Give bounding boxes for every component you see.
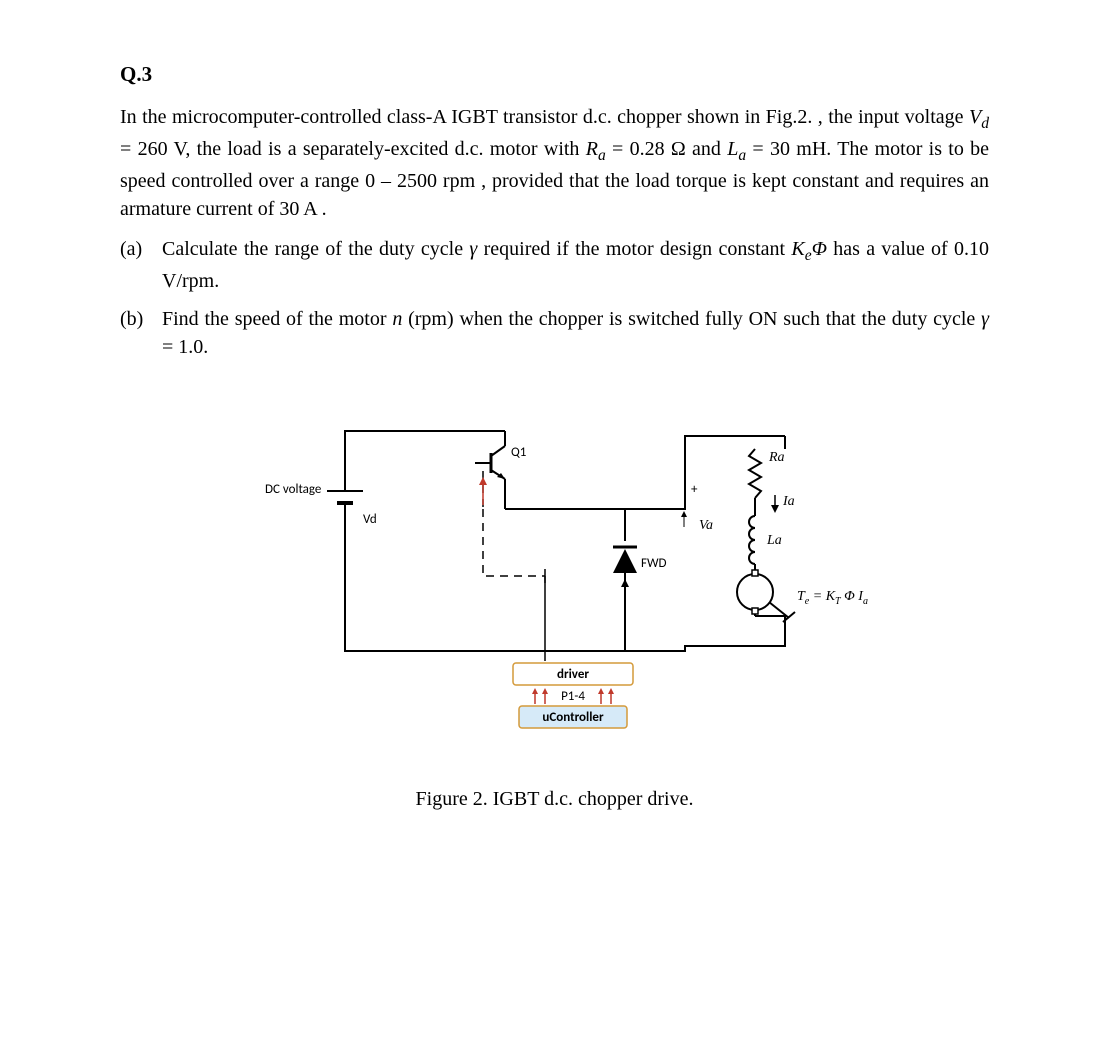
circuit-diagram: DC voltage Vd Q1 FWD + Va Ra Ia La Te = KT Φ Ia dr… bbox=[225, 401, 885, 761]
question-parts: (a)Calculate the range of the duty cycle… bbox=[120, 235, 989, 361]
question-part: (b)Find the speed of the motor n (rpm) w… bbox=[162, 305, 989, 361]
ia-label: Ia bbox=[782, 494, 795, 509]
ucontroller-label: uController bbox=[542, 710, 604, 725]
fwd-label: FWD bbox=[641, 556, 667, 571]
figure-caption: Figure 2. IGBT d.c. chopper drive. bbox=[120, 785, 989, 813]
figure-wrapper: DC voltage Vd Q1 FWD + Va Ra Ia La Te = KT Φ Ia dr… bbox=[120, 401, 989, 813]
question-intro: In the microcomputer-controlled class-A … bbox=[120, 103, 989, 223]
te-equation: Te = KT Φ Ia bbox=[797, 589, 868, 607]
part-label: (b) bbox=[120, 305, 143, 333]
la-label: La bbox=[766, 533, 782, 548]
p14-label: P1-4 bbox=[561, 689, 585, 704]
question-part: (a)Calculate the range of the duty cycle… bbox=[162, 235, 989, 295]
va-plus: + bbox=[691, 482, 698, 497]
ra-label: Ra bbox=[768, 450, 785, 465]
driver-label: driver bbox=[557, 667, 589, 682]
q1-label: Q1 bbox=[511, 445, 526, 460]
va-label: Va bbox=[699, 518, 713, 533]
dc-voltage-label: DC voltage bbox=[265, 482, 321, 497]
part-label: (a) bbox=[120, 235, 142, 263]
vd-label: Vd bbox=[363, 512, 377, 527]
question-number: Q.3 bbox=[120, 60, 989, 89]
